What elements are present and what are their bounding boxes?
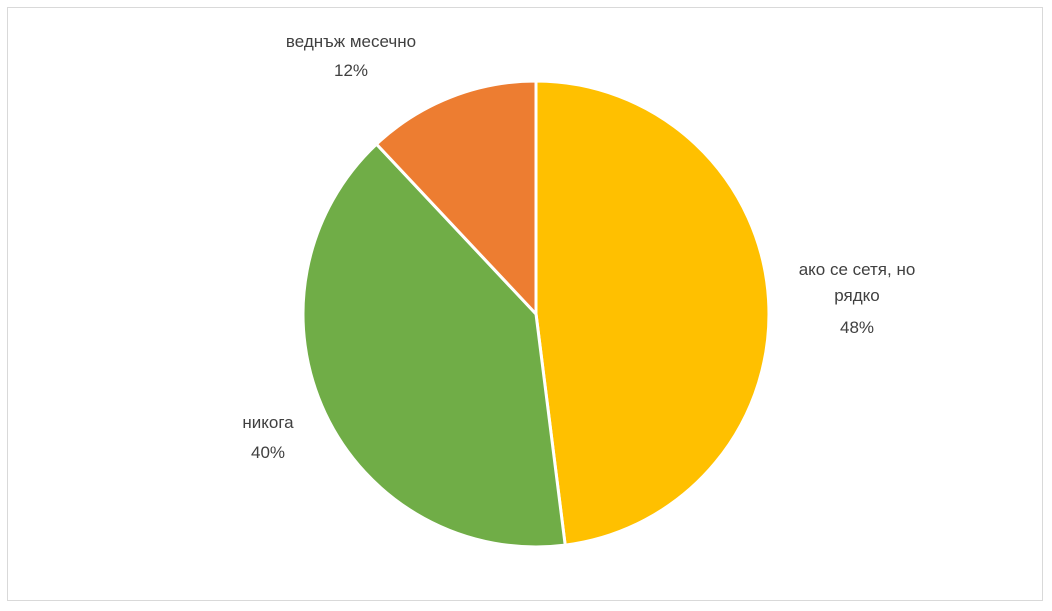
slice-value-rare: 48% xyxy=(840,318,874,337)
slice-value-never: 40% xyxy=(251,443,285,462)
slice-label-monthly: веднъж месечно xyxy=(286,32,416,51)
slice-label-rare-line1: ако се сетя, но xyxy=(799,260,916,279)
slice-never xyxy=(301,142,567,549)
pie-slices xyxy=(301,79,771,549)
slice-label-never: никога xyxy=(242,413,294,432)
slice-value-monthly: 12% xyxy=(334,61,368,80)
slice-label-rare-line2: рядко xyxy=(834,286,879,305)
slice-monthly xyxy=(375,79,538,316)
slice-rare xyxy=(534,79,771,547)
